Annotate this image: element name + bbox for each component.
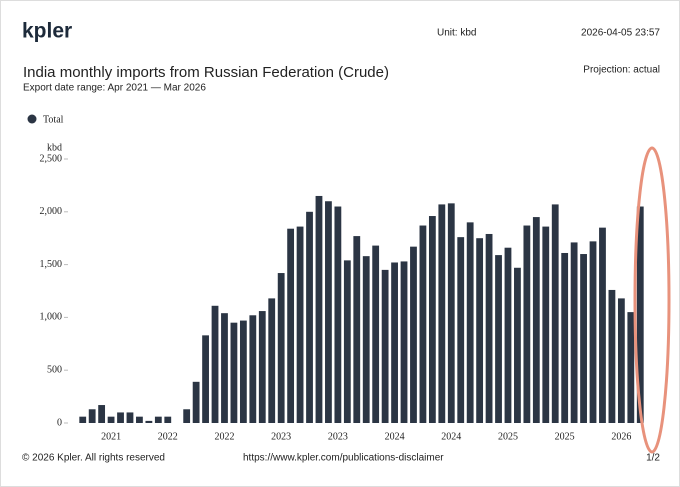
timestamp: 2026-04-05 23:57	[581, 28, 660, 39]
x-tick-label: 2024	[385, 431, 405, 442]
bar	[580, 254, 587, 423]
bar	[608, 289, 616, 423]
bar	[419, 225, 427, 423]
x-tick-label: 2022	[158, 431, 178, 442]
legend-label: Total	[43, 114, 64, 125]
bar	[495, 255, 502, 423]
bar	[381, 269, 389, 423]
bar	[88, 409, 96, 423]
bar	[636, 206, 644, 423]
highlight-ellipse	[633, 146, 671, 454]
bar	[410, 246, 417, 423]
x-tick-label: 2025	[498, 431, 518, 442]
bar	[183, 409, 191, 423]
y-tick-label: 2,000	[40, 206, 63, 217]
copyright: © 2026 Kpler. All rights reserved	[22, 453, 165, 464]
bar	[154, 416, 162, 423]
bar	[570, 242, 578, 423]
projection: Projection: actual	[583, 65, 660, 76]
bar	[372, 245, 380, 423]
bar	[428, 216, 436, 423]
bar	[192, 381, 200, 423]
chart-subtitle: Export date range: Apr 2021 — Mar 2026	[23, 83, 206, 94]
x-tick-label: 2025	[555, 431, 575, 442]
bar	[476, 238, 484, 423]
bar	[98, 405, 106, 423]
bar	[79, 416, 87, 423]
bar	[343, 260, 351, 423]
y-axis-label: kbd	[47, 142, 62, 153]
bar	[391, 262, 398, 423]
bar	[230, 322, 238, 423]
bar	[107, 416, 115, 423]
bar	[334, 206, 342, 423]
bar	[523, 225, 531, 423]
y-tick-label: 1,500	[40, 259, 63, 270]
y-tick-label: 500	[47, 364, 62, 375]
bar	[296, 226, 304, 423]
x-tick-label: 2024	[441, 431, 461, 442]
chart-title: India monthly imports from Russian Feder…	[23, 64, 389, 81]
bar	[145, 420, 153, 423]
x-tick-label: 2021	[101, 431, 121, 442]
x-tick-label: 2023	[328, 431, 348, 442]
bar	[561, 252, 569, 423]
bar	[126, 412, 134, 423]
bar	[627, 312, 635, 423]
bar	[287, 228, 295, 423]
bar	[514, 267, 521, 423]
logo: kpler	[22, 20, 72, 43]
y-tick-label: 2,500	[40, 153, 63, 164]
url: https://www.kpler.com/publications-discl…	[243, 453, 444, 464]
bar	[136, 416, 143, 423]
page-number: 1/2	[646, 453, 660, 464]
bar	[221, 313, 228, 423]
bar	[485, 233, 493, 423]
bar	[447, 203, 455, 423]
unit: Unit: kbd	[437, 28, 476, 39]
bar	[211, 305, 219, 423]
bar	[315, 195, 323, 423]
bar	[362, 256, 370, 423]
bar	[589, 241, 597, 423]
bar	[202, 335, 209, 423]
bar	[542, 226, 550, 423]
bar	[353, 236, 361, 423]
legend-marker	[27, 114, 37, 124]
bar	[249, 315, 257, 423]
bar	[239, 320, 247, 423]
y-tick-label: 0	[57, 417, 62, 428]
bar	[306, 211, 313, 423]
bar	[466, 222, 474, 423]
x-tick-label: 2023	[271, 431, 291, 442]
bar	[504, 247, 512, 423]
bar	[532, 217, 540, 423]
bar	[277, 273, 285, 423]
bar	[599, 227, 606, 423]
y-tick-label: 1,000	[40, 312, 63, 323]
bar	[164, 416, 172, 423]
x-tick-label: 2026	[611, 431, 631, 442]
bar	[325, 201, 332, 423]
bar	[551, 204, 559, 423]
x-tick-label: 2022	[214, 431, 234, 442]
bar	[117, 412, 124, 423]
bar	[617, 298, 625, 423]
bar	[268, 298, 276, 423]
bar	[400, 261, 408, 423]
bar	[258, 311, 266, 423]
plot: 0 500 1,000 1,500 2,000 2,500 Total 2021 2022 202…	[27, 114, 644, 442]
bar	[438, 204, 446, 423]
bar	[457, 237, 465, 423]
